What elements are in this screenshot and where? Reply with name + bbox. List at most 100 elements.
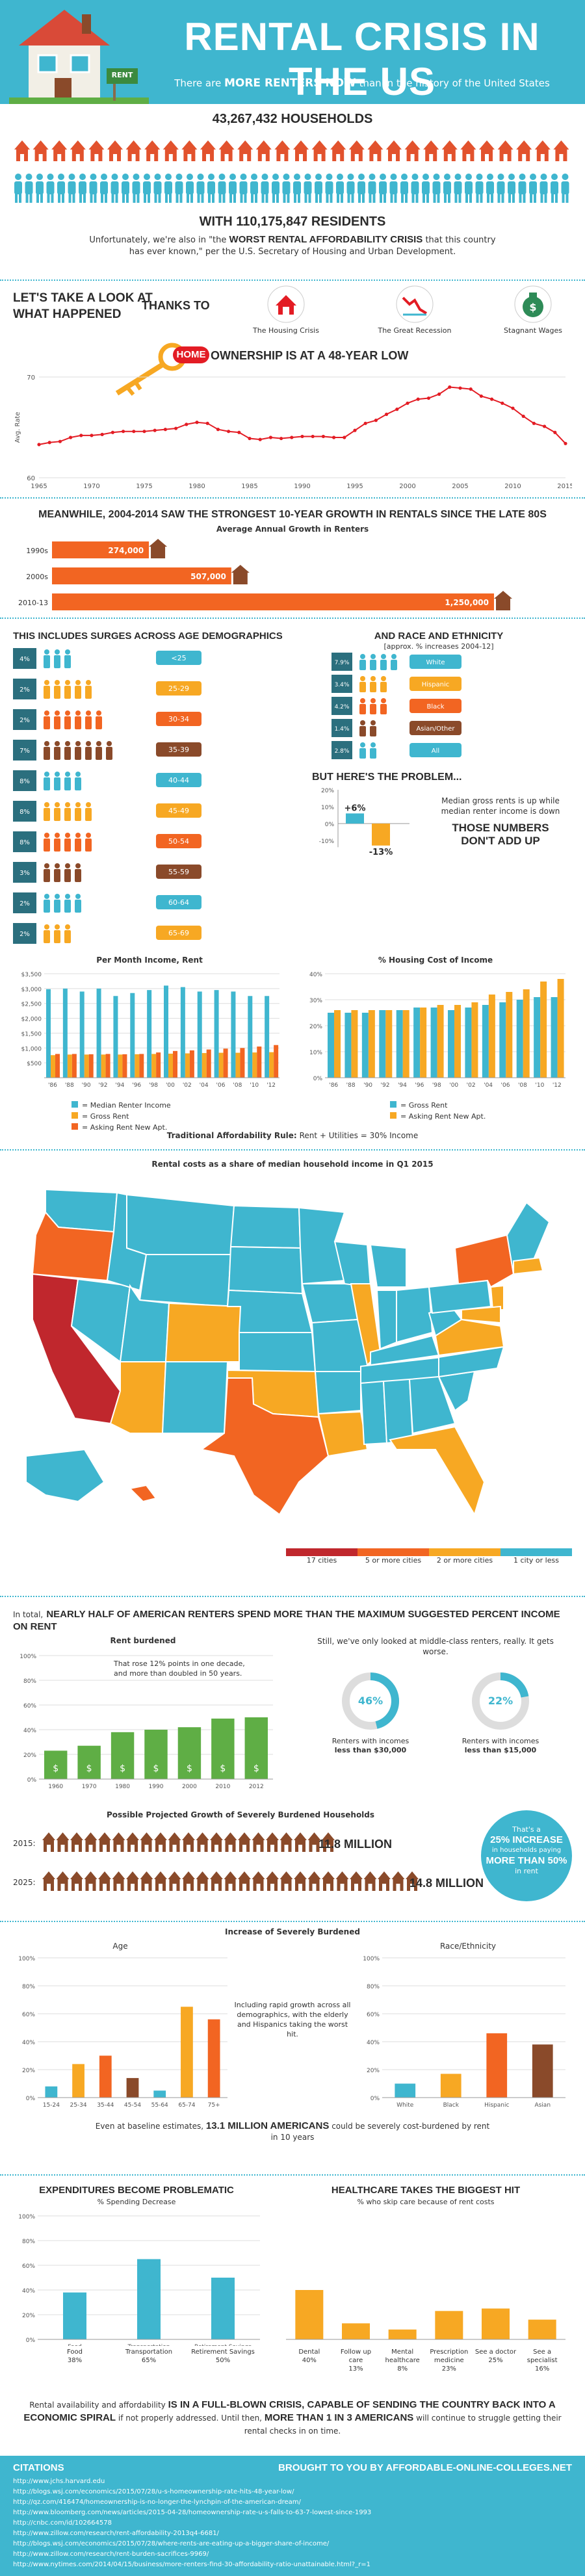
citation-link[interactable]: http://www.bloomberg.com/news/articles/2… (13, 2509, 372, 2516)
age-tag (156, 681, 202, 696)
y-tick-label: 60% (22, 2012, 35, 2018)
percent-tag (332, 741, 352, 759)
house-illustration (9, 10, 149, 104)
data-point (458, 386, 462, 390)
person-body-icon (44, 777, 50, 790)
x-tick-label: 1985 (241, 483, 257, 490)
data-point (426, 396, 431, 400)
percent-label: 4.2% (335, 704, 350, 710)
house-roof-icon (182, 1871, 195, 1879)
house-door-icon (131, 1884, 135, 1891)
housing-bar (488, 995, 495, 1078)
y-tick-label: 10% (309, 1050, 322, 1056)
house-roof-icon (182, 1832, 195, 1840)
bubble-line: in rent (515, 1867, 538, 1875)
data-bar (207, 2019, 220, 2098)
y-tick-label: 0% (313, 1076, 323, 1082)
severe-note: Including rapid growth across all demogr… (234, 2001, 351, 2038)
legend-label: = Median Renter Income (82, 1101, 171, 1110)
house-door-icon (336, 154, 341, 161)
citation-link[interactable]: http://qz.com/416474/homeownership-is-no… (13, 2499, 301, 2506)
income-bar (231, 991, 236, 1078)
data-point (395, 408, 399, 411)
what-happened-section: LET'S TAKE A LOOK AT WHAT HAPPENED THANK… (0, 280, 585, 341)
item-value: 40% (302, 2357, 317, 2364)
person-head-icon (381, 654, 386, 659)
person-leg-icon (83, 194, 86, 203)
citation-link[interactable]: http://www.jchs.harvard.edu (13, 2478, 105, 2485)
person-body-icon (44, 655, 50, 668)
y-tick-label: 0% (26, 2337, 36, 2344)
x-tick-label: 2000 (399, 483, 415, 490)
item-name: Food (67, 2348, 83, 2356)
person-leg-icon (351, 194, 354, 203)
person-body-icon (207, 181, 215, 194)
map-montana (126, 1193, 235, 1255)
person-leg-icon (251, 194, 254, 203)
person-leg-icon (29, 194, 32, 203)
citation-link[interactable]: http://cnbc.com/id/102664578 (13, 2519, 112, 2527)
person-head-icon (75, 863, 81, 868)
y-tick-label: 80% (22, 2239, 35, 2245)
person-leg-icon (544, 194, 547, 203)
dollar-icon: $ (86, 1763, 92, 1774)
house-door-icon (150, 154, 155, 161)
data-point (69, 436, 73, 439)
person-leg-icon (218, 194, 222, 203)
person-head-icon (15, 174, 21, 180)
income-bar (130, 993, 135, 1078)
punch-line-1: THOSE NUMBERS (452, 822, 549, 834)
y-tick-label: $3,500 (21, 972, 42, 978)
ownership-line-chart: 60 70 Avg. Rate 1965 1970 1975 1980 1985 1990 199… (14, 374, 572, 490)
health-bar (482, 2308, 510, 2339)
race-tag (410, 699, 462, 713)
citation-link[interactable]: http://www.zillow.com/research/rent-burd… (13, 2551, 209, 2558)
data-point (437, 392, 441, 396)
circle-text: Renters with incomes (332, 1737, 410, 1745)
person-body-icon (282, 181, 291, 194)
house-row-icons (14, 140, 569, 161)
person-leg-icon (62, 194, 64, 203)
person-leg-icon (491, 194, 493, 203)
person-head-icon (487, 174, 493, 180)
x-tick-label: Asian (534, 2102, 551, 2109)
person-body-icon (561, 181, 569, 194)
person-leg-icon (519, 194, 522, 203)
income-bar (139, 1054, 144, 1078)
bar-value-label: 1,250,000 (445, 598, 489, 607)
citation-link[interactable]: http://www.nytimes.com/2014/04/15/busine… (13, 2561, 370, 2568)
person-head-icon (96, 741, 101, 746)
legend-swatch (390, 1112, 396, 1119)
income-bar (51, 1055, 55, 1078)
person-head-icon (65, 680, 70, 685)
person-body-icon (54, 808, 60, 821)
citation-link[interactable]: http://blogs.wsj.com/economics/2015/07/2… (13, 2540, 330, 2547)
person-leg-icon (330, 194, 333, 203)
person-leg-icon (165, 194, 168, 203)
dollar-icon: $ (53, 1763, 58, 1774)
citation-link[interactable]: http://blogs.wsj.com/economics/2015/07/2… (13, 2488, 294, 2495)
person-leg-icon (68, 194, 72, 203)
citation-link[interactable]: http://www.zillow.com/research/rent-affo… (13, 2530, 219, 2537)
house-roof-icon (218, 140, 235, 150)
person-body-icon (304, 181, 312, 194)
house-door-icon (113, 154, 117, 161)
x-tick-label: '90 (363, 1082, 372, 1089)
person-body-icon (239, 181, 248, 194)
house-roof-icon (280, 1871, 293, 1879)
person-head-icon (370, 676, 376, 681)
person-head-icon (44, 924, 49, 930)
person-head-icon (55, 833, 60, 838)
person-leg-icon (315, 194, 318, 203)
person-body-icon (370, 660, 376, 670)
race-tag (410, 677, 462, 691)
housing-bar (448, 1010, 454, 1078)
bar-value-label: 274,000 (108, 546, 144, 555)
person-leg-icon (15, 194, 18, 203)
person-body-icon (551, 181, 558, 194)
income-bar (84, 1054, 89, 1078)
age-tag (156, 651, 202, 665)
person-leg-icon (222, 194, 226, 203)
map-section: Rental costs as a share of median househ… (0, 1149, 585, 1572)
person-head-icon (65, 863, 70, 868)
